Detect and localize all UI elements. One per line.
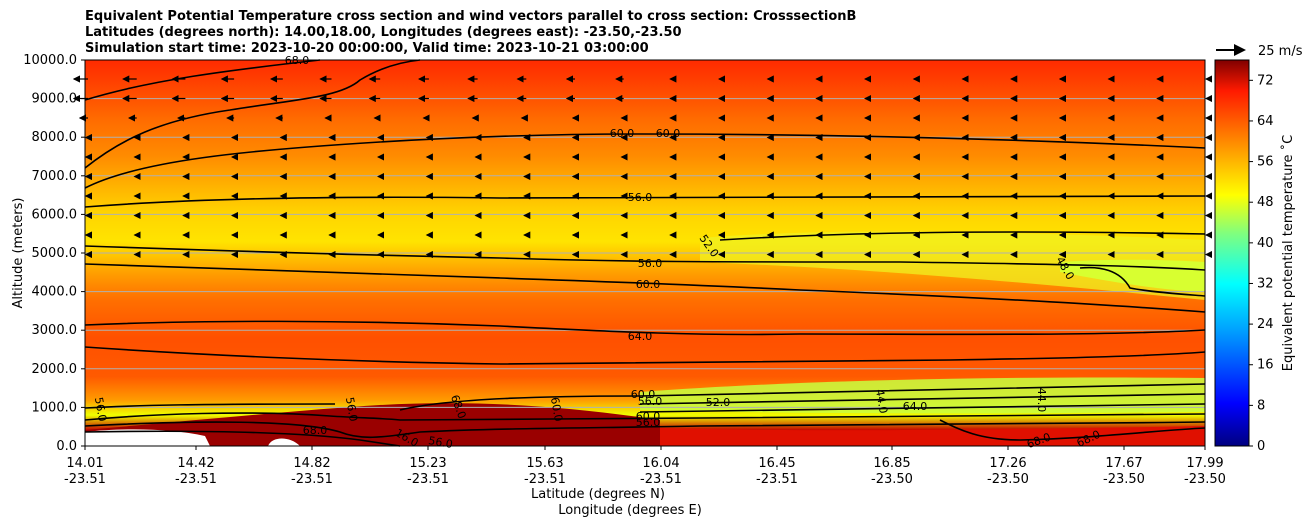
contour-label: 56.0 [638,395,663,408]
contour-label: 60.0 [636,410,661,423]
colorbar [1214,59,1250,447]
y-tick-label: 6000.0 [32,207,78,222]
colorbar-ticks: 0 8 16 24 32 40 48 56 64 72 [1249,73,1274,454]
contour-line [84,263,1206,313]
y-tick-label: 10000.0 [23,53,77,68]
wind-vectors [72,75,1213,259]
y-tick-label: 9000.0 [32,92,78,107]
x-axis-label-secondary: Longitude (degrees E) [558,503,702,518]
x-tick-label-lon: -23.50 [987,472,1029,487]
x-axis-ticks: 14.01-23.5114.42-23.5114.82-23.5115.23-2… [64,446,1226,487]
contour-line [84,245,1206,271]
chart-title-line-3: Simulation start time: 2023-10-20 00:00:… [85,41,649,56]
contour-line [84,430,401,447]
contour-line [399,383,1206,411]
contour-line [84,346,1206,365]
x-tick-label-lat: 15.63 [526,456,563,471]
y-tick-label: 5000.0 [32,246,78,261]
y-tick-label: 2000.0 [32,362,78,377]
x-tick-label-lon: -23.51 [640,472,682,487]
x-tick-label-lat: 14.82 [293,456,330,471]
y-tick-label: 1000.0 [32,400,78,415]
contour-label: 60.0 [548,396,565,422]
y-tick-label: 8000.0 [32,130,78,145]
y-tick-label: 0.0 [56,439,77,454]
x-axis-label: Latitude (degrees N) [531,487,665,502]
x-tick-label-lat: 17.99 [1186,456,1223,471]
colorbar-tick-label: 8 [1257,398,1265,413]
x-tick-label-lon: -23.50 [871,472,913,487]
y-tick-label: 4000.0 [32,285,78,300]
contour-label: 56.0 [628,191,653,204]
x-tick-label-lat: 16.85 [873,456,910,471]
contour-lines [84,59,1206,447]
colorbar-tick-label: 16 [1257,358,1274,373]
x-tick-label-lat: 15.23 [409,456,446,471]
contour-line [84,320,1206,336]
contour-line [1079,266,1206,297]
x-tick-label-lon: -23.51 [407,472,449,487]
contour-label: 56.0 [636,416,661,429]
contour-line [719,231,1206,241]
x-tick-label-lat: 14.42 [177,456,214,471]
chart-title-line-2: Latitudes (degrees north): 14.00,18.00, … [85,25,682,40]
contour-label: 56.0 [427,434,453,451]
x-tick-label-lon: -23.51 [756,472,798,487]
contour-label: 60.0 [631,388,656,401]
colorbar-tick-label: 72 [1257,73,1274,88]
contour-label: 60.0 [610,127,635,140]
terrain-blob [268,438,300,446]
colorbar-tick-label: 48 [1257,195,1274,210]
colorbar-tick-label: 0 [1257,439,1265,454]
y-axis-ticks: 0.0 1000.0 2000.0 3000.0 4000.0 5000.0 6000.0 7… [23,53,85,454]
colorbar-tick-label: 56 [1257,155,1274,170]
colorbar-tick-label: 64 [1257,114,1274,129]
colorbar-tick-label: 40 [1257,236,1274,251]
contour-label: 56.0 [92,396,109,422]
colorbar-tick-label: 24 [1257,317,1274,332]
x-tick-label-lon: -23.50 [1184,472,1226,487]
chart-title-line-1: Equivalent Potential Temperature cross s… [85,9,857,24]
colorbar-label: Equivalent potential temperature ˚C [1280,135,1296,371]
contour-label: 60.0 [636,278,661,291]
x-tick-label-lon: -23.51 [524,472,566,487]
wind-key-label: 25 m/s [1258,44,1303,59]
contour-line [84,403,336,409]
contour-line [84,412,1206,421]
terrain-blob [85,429,210,446]
theta-e-minimum-region [700,231,1205,300]
contour-label: 60.0 [656,127,681,140]
x-tick-label-lon: -23.51 [64,472,106,487]
contour-line [939,419,1206,441]
contour-label: 52.0 [706,396,731,409]
surface-layer-east [660,426,1205,446]
y-tick-label: 7000.0 [32,169,78,184]
x-tick-label-lat: 17.26 [989,456,1026,471]
contour-label: 68.0 [303,424,328,437]
x-tick-label-lat: 17.67 [1105,456,1142,471]
contour-label: 64.0 [628,330,653,343]
x-tick-label-lat: 16.45 [758,456,795,471]
contour-label: 64.0 [903,400,928,413]
x-tick-label-lon: -23.51 [291,472,333,487]
colorbar-tick-label: 32 [1257,276,1274,291]
contour-line [84,133,1206,189]
y-tick-label: 3000.0 [32,323,78,338]
contour-line [639,393,1206,405]
x-tick-label-lat: 14.01 [66,456,103,471]
contour-line [84,59,321,101]
y-axis-label: Altitude (meters) [11,198,26,309]
contour-label: 44.0 [873,388,890,414]
x-tick-label-lon: -23.51 [175,472,217,487]
contour-label: 44.0 [1035,388,1048,413]
x-tick-label-lon: -23.50 [1103,472,1145,487]
x-tick-label-lat: 16.04 [642,456,679,471]
contour-line [639,403,1206,413]
contour-label: 56.0 [343,396,360,422]
contour-line [84,421,1206,439]
surface-layer-west [85,403,660,446]
contour-label: 56.0 [638,257,663,270]
